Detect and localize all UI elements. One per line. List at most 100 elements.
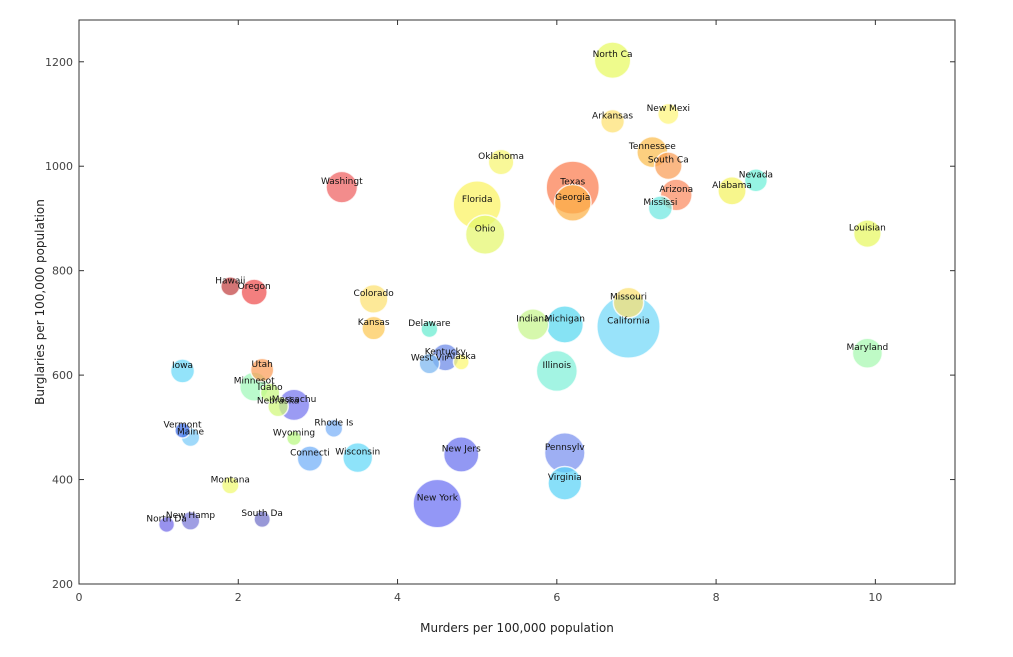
bubble-wisconsin — [342, 441, 374, 474]
x-tick-label: 2 — [235, 591, 242, 604]
bubble-label-illinois: Illinois — [543, 361, 572, 371]
bubble-washingt — [325, 170, 359, 204]
y-axis: 200 400 600 800 1000 1200 — [45, 56, 955, 591]
y-tick-label: 1200 — [45, 56, 73, 69]
bubble-west-vir — [418, 352, 441, 375]
bubble-label-wisconsin: Wisconsin — [335, 448, 380, 458]
bubble-missouri — [612, 286, 645, 319]
bubble-new-hamp — [180, 510, 201, 531]
y-tick-label: 200 — [52, 578, 73, 591]
bubble-vermont — [174, 422, 191, 439]
bubble-kansas — [361, 315, 387, 341]
bubble-maryland — [851, 337, 884, 369]
bubble-label-oklahoma: Oklahoma — [478, 152, 524, 162]
bubble-label-nebraska: Nebraska — [257, 396, 299, 406]
bubble-oregon — [240, 278, 268, 306]
bubble-label-arizona: Arizona — [659, 185, 693, 195]
bubble-delaware — [420, 320, 439, 339]
bubble-label-mississi: Mississi — [643, 198, 677, 208]
bubble-label-south-ca: South Ca — [648, 156, 689, 166]
bubble-new-jers — [442, 436, 480, 473]
bubble-mississi — [647, 195, 674, 221]
bubble-label-hawaii: Hawaii — [215, 276, 245, 286]
bubble-virginia — [547, 465, 583, 501]
bubble-label-west-vir: West Vir — [411, 354, 448, 364]
bubble-label-alaska: Alaska — [447, 352, 476, 362]
bubbles-layer — [158, 41, 884, 534]
bubble-label-vermont: Vermont — [164, 420, 203, 430]
bubble-north-ca — [593, 41, 632, 80]
y-axis-title: Burglaries per 100,000 population — [33, 199, 47, 405]
bubble-south-da — [253, 510, 272, 529]
bubble-labels-layer: North Ca Arkansas New Mexi Oklahoma Tennesse… — [146, 50, 888, 524]
bubble-label-massachu: Massachu — [272, 395, 317, 405]
bubble-label-nevada: Nevada — [739, 170, 773, 180]
bubble-south-ca — [653, 151, 683, 181]
bubble-label-south-da: South Da — [241, 509, 282, 519]
bubble-illinois — [535, 349, 579, 393]
bubble-label-iowa: Iowa — [172, 361, 193, 371]
bubble-label-minnesot: Minnesot — [234, 377, 275, 387]
bubble-label-north-da: North Da — [146, 514, 186, 524]
bubble-label-louisian: Louisian — [849, 224, 886, 234]
bubble-label-ohio: Ohio — [475, 225, 496, 235]
y-tick-label: 800 — [52, 265, 73, 278]
bubble-louisian — [852, 219, 882, 249]
bubble-label-delaware: Delaware — [408, 319, 451, 329]
bubble-label-north-ca: North Ca — [593, 50, 633, 60]
bubble-label-idaho: Idaho — [258, 383, 284, 393]
x-axis: 0 2 4 6 8 10 — [76, 20, 882, 604]
bubble-label-indiana: Indiana — [516, 314, 549, 324]
bubble-alaska — [452, 353, 470, 371]
bubble-idaho — [259, 382, 281, 404]
x-tick-label: 6 — [553, 591, 560, 604]
bubble-oklahoma — [487, 148, 515, 176]
bubble-north-da — [158, 515, 176, 534]
y-tick-label: 600 — [52, 369, 73, 382]
x-axis-title: Murders per 100,000 population — [420, 621, 614, 635]
bubble-label-rhode-is: Rhode Is — [314, 418, 353, 428]
bubble-georgia — [553, 183, 592, 222]
bubble-label-maryland: Maryland — [847, 343, 889, 353]
bubble-hawaii — [220, 276, 241, 297]
bubble-label-arkansas: Arkansas — [592, 111, 633, 121]
bubble-label-georgia: Georgia — [555, 193, 590, 203]
bubble-label-pennsylv: Pennsylv — [545, 443, 586, 453]
bubble-indiana — [516, 308, 550, 341]
bubble-label-kansas: Kansas — [358, 318, 390, 328]
y-tick-label: 400 — [52, 474, 73, 487]
bubble-arkansas — [599, 108, 626, 134]
bubble-label-alabama: Alabama — [712, 181, 752, 191]
bubble-label-montana: Montana — [211, 475, 250, 485]
bubble-alabama — [717, 175, 747, 206]
x-tick-label: 10 — [868, 591, 882, 604]
bubble-label-new-mexi: New Mexi — [647, 104, 690, 114]
y-tick-label: 1000 — [45, 160, 73, 173]
bubble-label-tennessee: Tennessee — [628, 142, 676, 152]
bubble-new-york — [412, 478, 463, 529]
bubble-label-virginia: Virginia — [548, 473, 582, 483]
bubble-utah — [249, 357, 275, 383]
bubble-label-oregon: Oregon — [238, 282, 271, 292]
bubble-label-maine: Maine — [177, 427, 204, 437]
bubble-label-washingt: Washingt — [321, 177, 363, 187]
bubble-connecti — [296, 445, 324, 473]
bubble-colorado — [358, 283, 389, 314]
bubble-label-texas: Texas — [559, 178, 585, 188]
bubble-montana — [220, 475, 240, 495]
x-tick-label: 0 — [76, 591, 83, 604]
bubble-label-new-jers: New Jers — [442, 444, 481, 454]
bubble-label-michigan: Michigan — [545, 314, 585, 324]
bubble-iowa — [169, 358, 196, 384]
bubble-label-utah: Utah — [251, 360, 272, 370]
bubble-wyoming — [286, 430, 303, 447]
bubble-label-new-hamp: New Hamp — [166, 511, 216, 521]
bubble-rhode-is — [324, 418, 344, 438]
x-tick-label: 8 — [713, 591, 720, 604]
bubble-label-florida: Florida — [462, 195, 493, 205]
bubble-label-missouri: Missouri — [610, 293, 647, 303]
bubble-label-california: California — [607, 317, 650, 327]
bubble-label-new-york: New York — [417, 494, 459, 504]
bubble-label-wyoming: Wyoming — [273, 428, 315, 438]
